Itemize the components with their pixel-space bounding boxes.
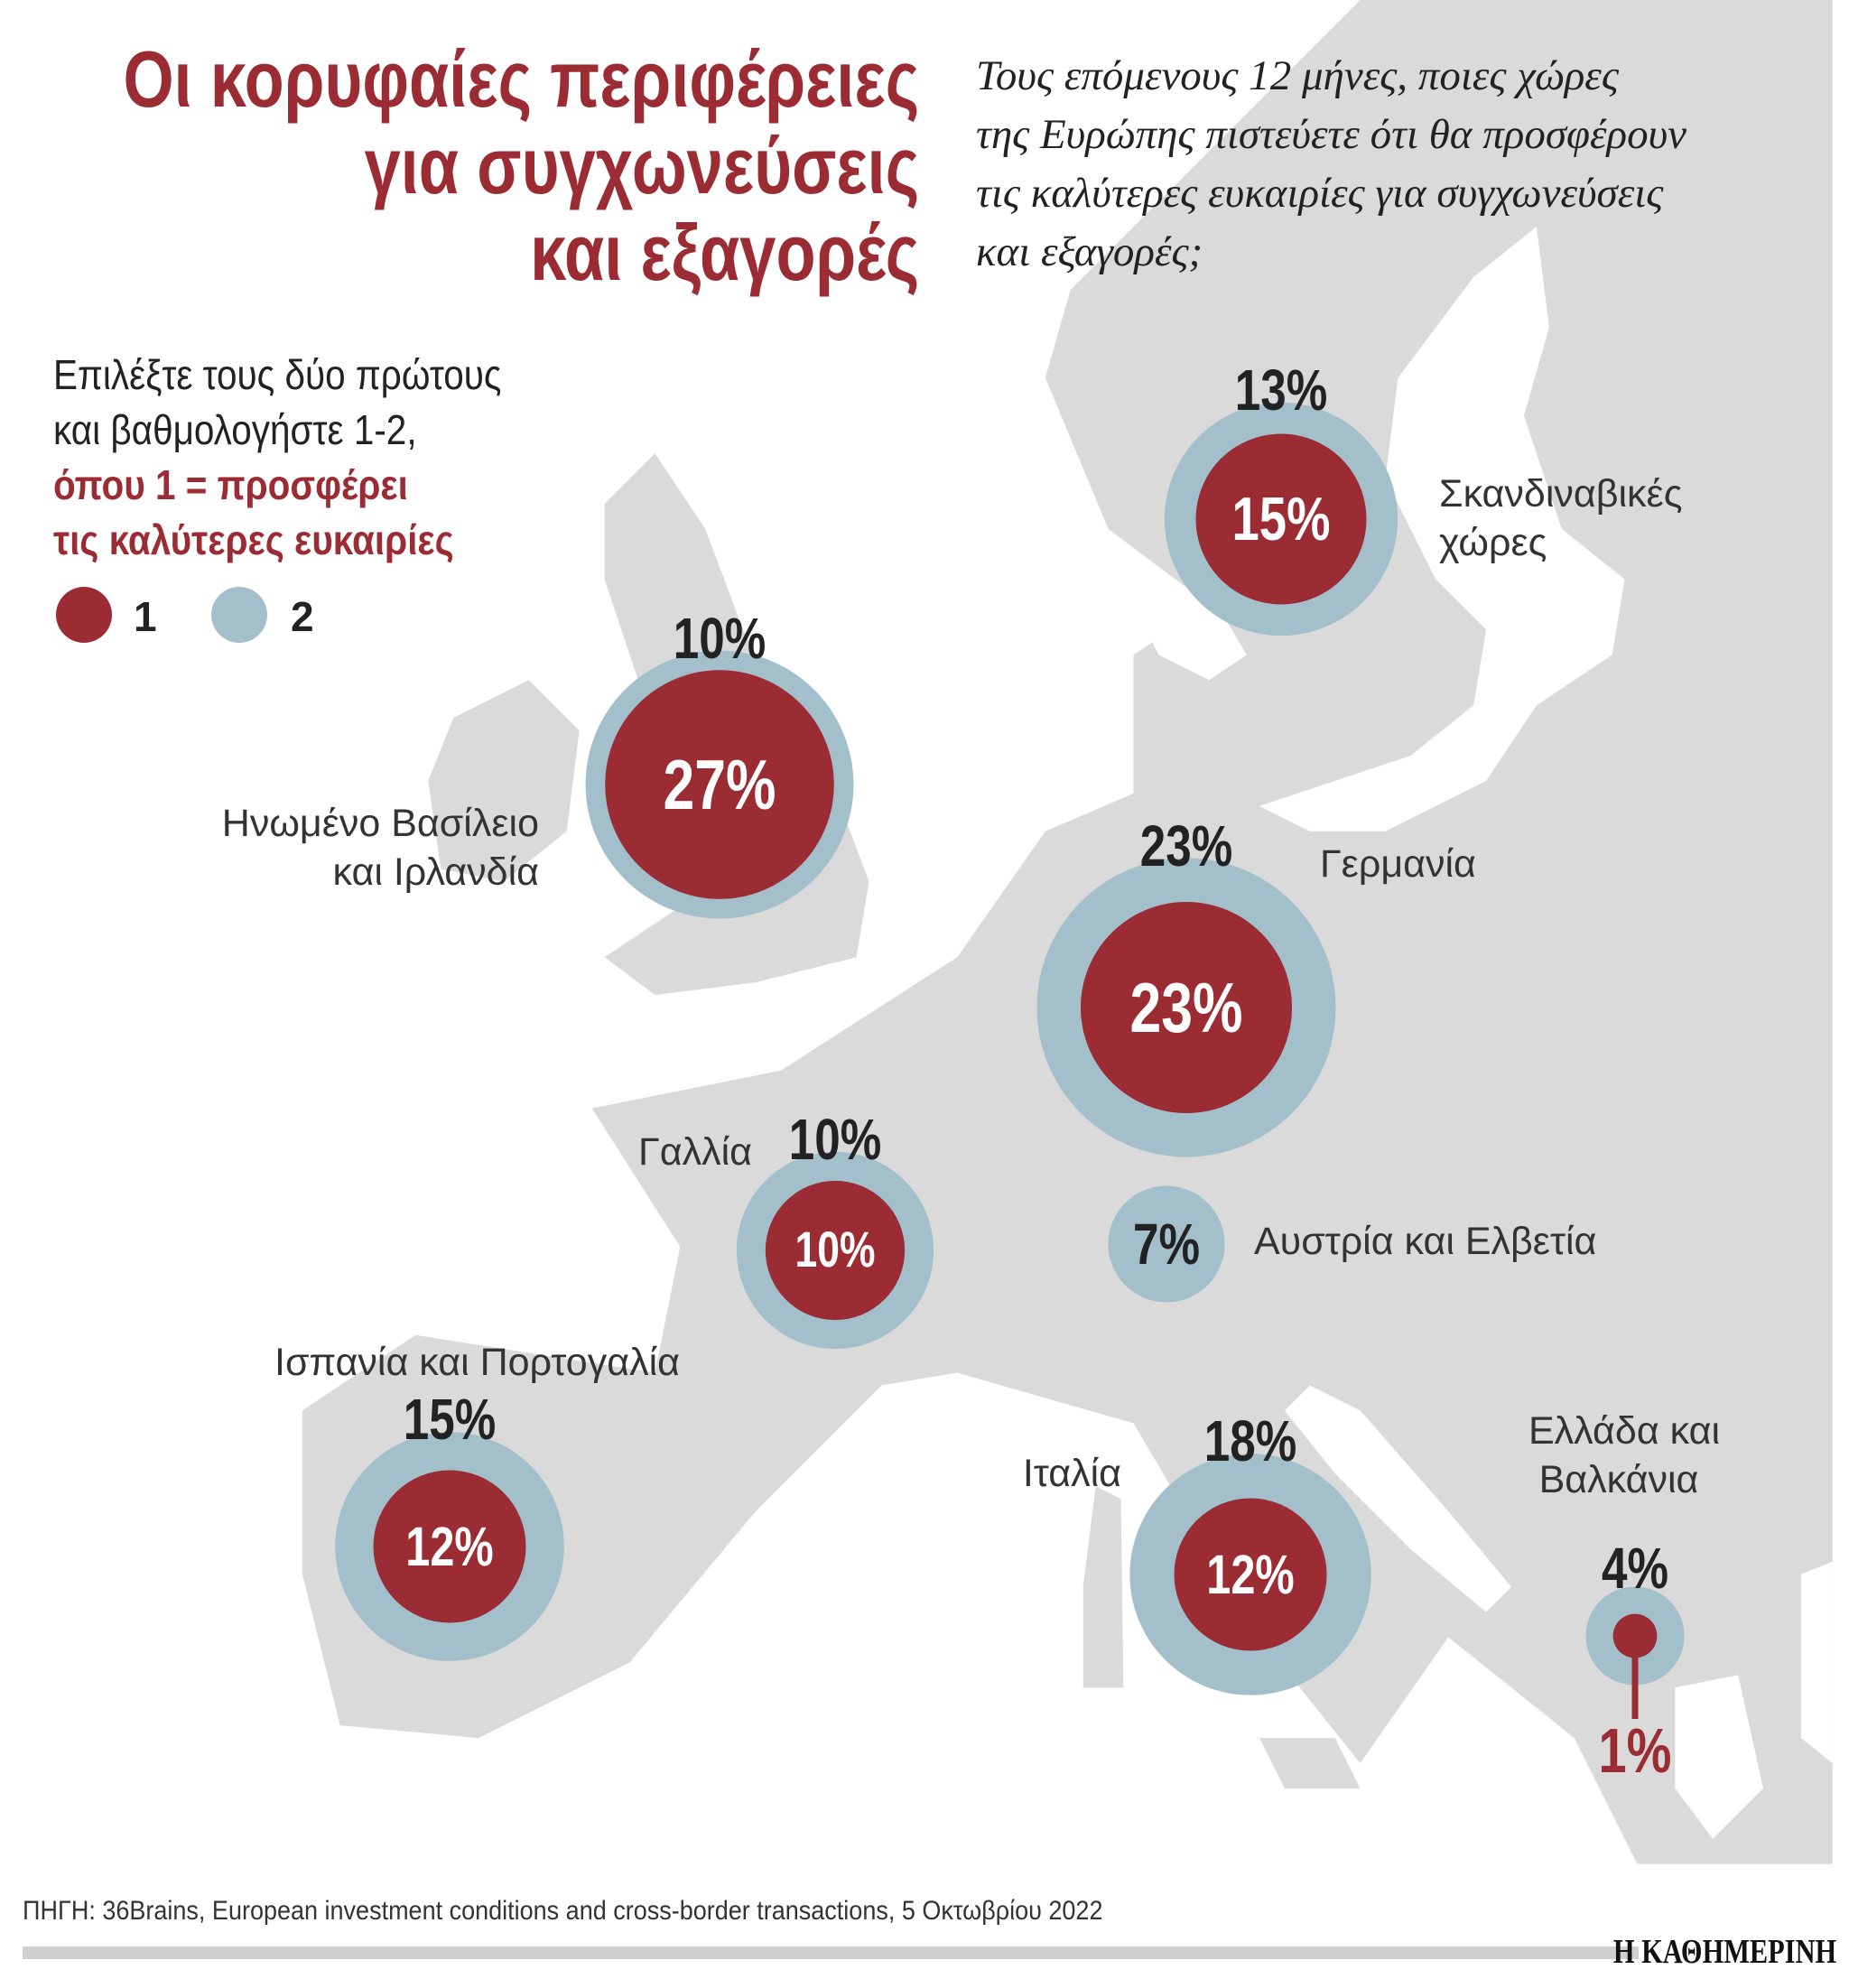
subtitle-line: της Ευρώπης πιστεύετε ότι θα προσφέρουν — [976, 111, 1687, 158]
map-baltic-sea — [1259, 227, 1625, 831]
value-label-rank1: 27% — [663, 745, 776, 824]
bubble-layer — [335, 402, 1685, 1719]
value-label-rank2: 7% — [1133, 1212, 1200, 1277]
map-corsica-sardinia — [1082, 1486, 1124, 1688]
region-name-line: Βαλκάνια — [1538, 1458, 1699, 1501]
legend-rank1-swatch — [56, 587, 112, 643]
region-name-scandinavia: Σκανδιναβικές χώρες — [1439, 469, 1682, 567]
bubble-rank1 — [765, 1180, 906, 1321]
value-label-rank2: 10% — [673, 605, 767, 671]
title-line: Οι κορυφαίες περιφέρειες — [123, 34, 919, 124]
region-name-france: Γαλλία — [638, 1130, 752, 1174]
region-name-greece-balkans: Ελλάδα και Βαλκάνια — [1528, 1407, 1721, 1504]
value-label-rank2: 15% — [403, 1387, 497, 1453]
value-label-rank1: 23% — [1129, 968, 1243, 1047]
bubble-rank1 — [373, 1470, 526, 1623]
source-note: ΠΗΓΗ: 36Brains, European investment cond… — [23, 1896, 1103, 1926]
bubble-rank1 — [1195, 433, 1367, 605]
value-label-rank1: 15% — [1231, 484, 1331, 553]
legend-rank2-label: 2 — [291, 593, 314, 640]
bubble-rank1 — [1080, 901, 1293, 1114]
map-adriatic-sea — [1284, 1385, 1511, 1612]
map-sicily — [1259, 1738, 1361, 1788]
subtitle-line: και εξαγορές; — [976, 228, 1203, 275]
value-label-rank1: 1% — [1598, 1715, 1672, 1786]
question-subtitle: Τους επόμενους 12 μήνες, ποιες χώρες της… — [976, 47, 1686, 282]
map-right-margin — [1838, 0, 1849, 1988]
subtitle-line: τις καλύτερες ευκαιρίες για συγχωνεύσεις — [976, 170, 1664, 217]
value-label-rank1: 12% — [1206, 1543, 1295, 1605]
region-name-spain-portugal: Ισπανία και Πορτογαλία — [274, 1341, 680, 1384]
bubble-rank1 — [1174, 1498, 1327, 1651]
region-name-germany: Γερμανία — [1320, 842, 1476, 886]
value-label-rank2: 13% — [1234, 357, 1328, 423]
legend-rank1-label: 1 — [134, 593, 157, 640]
region-name-line: χώρες — [1439, 521, 1547, 564]
region-name-line: Ηνωμένο Βασίλειο — [221, 802, 539, 845]
instruction-emphasis: τις καλύτερες ευκαιρίες — [53, 516, 454, 563]
title-line: και εξαγορές — [529, 208, 919, 297]
page-title: Οι κορυφαίες περιφέρειες για συγχωνεύσει… — [123, 36, 919, 296]
value-label-rank2: 23% — [1139, 813, 1233, 878]
subtitle-line: Τους επόμενους 12 μήνες, ποιες χώρες — [976, 52, 1619, 99]
map-aegean-sea — [1675, 1675, 1763, 1839]
instruction-line: και βαθμολογήστε 1-2, — [53, 406, 417, 453]
value-label-rank2: 4% — [1602, 1536, 1668, 1602]
title-line: για συγχωνεύσεις — [364, 121, 919, 210]
instructions: Επιλέξτε τους δύο πρώτους και βαθμολογήσ… — [53, 348, 501, 568]
region-name-line: και Ιρλανδία — [332, 850, 539, 894]
value-label-rank2: 18% — [1203, 1408, 1297, 1474]
value-label-rank2: 10% — [788, 1106, 882, 1172]
map-ireland — [428, 680, 580, 882]
value-label-rank1: 10% — [794, 1222, 876, 1278]
region-name-uk-ireland: Ηνωμένο Βασίλειο και Ιρλανδία — [222, 799, 539, 896]
region-name-line: Σκανδιναβικές — [1439, 472, 1683, 516]
instruction-emphasis: όπου 1 = προσφέρει — [53, 461, 408, 508]
publisher-logo: Η ΚΑΘΗΜΕΡΙΝΗ — [1612, 1933, 1836, 1971]
region-name-line: Ελλάδα και — [1528, 1409, 1721, 1453]
bubble-rank1 — [605, 670, 834, 899]
bubble-rank2 — [1108, 1185, 1225, 1303]
legend-rank2-swatch — [211, 587, 267, 643]
map-black-sea — [1800, 1561, 1833, 1763]
footer-divider — [23, 1946, 1639, 1959]
instruction-line: Επιλέξτε τους δύο πρώτους — [53, 351, 502, 398]
region-name-italy: Ιταλία — [1022, 1452, 1121, 1495]
value-label-rank1: 12% — [405, 1515, 494, 1577]
region-name-austria-switzerland: Αυστρία και Ελβετία — [1254, 1220, 1597, 1263]
